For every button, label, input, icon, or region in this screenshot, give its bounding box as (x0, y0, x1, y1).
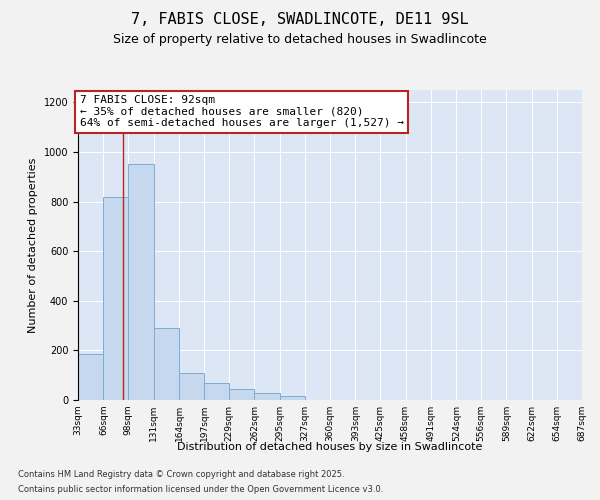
Bar (280, 396, 305, 400)
Text: Size of property relative to detached houses in Swadlincote: Size of property relative to detached ho… (113, 32, 487, 46)
Bar (154, 328, 179, 400)
Bar (179, 372, 205, 400)
Bar (229, 389, 254, 400)
Bar (254, 392, 280, 400)
Text: Contains HM Land Registry data © Crown copyright and database right 2025.: Contains HM Land Registry data © Crown c… (18, 470, 344, 479)
Bar (128, 164, 154, 400)
Y-axis label: Number of detached properties: Number of detached properties (28, 158, 38, 332)
Text: Contains public sector information licensed under the Open Government Licence v3: Contains public sector information licen… (18, 485, 383, 494)
Bar (78, 354, 103, 400)
Text: Distribution of detached houses by size in Swadlincote: Distribution of detached houses by size … (178, 442, 482, 452)
Bar (103, 196, 128, 400)
Text: 7 FABIS CLOSE: 92sqm
← 35% of detached houses are smaller (820)
64% of semi-deta: 7 FABIS CLOSE: 92sqm ← 35% of detached h… (80, 95, 404, 128)
Text: 7, FABIS CLOSE, SWADLINCOTE, DE11 9SL: 7, FABIS CLOSE, SWADLINCOTE, DE11 9SL (131, 12, 469, 28)
Bar (205, 382, 229, 400)
